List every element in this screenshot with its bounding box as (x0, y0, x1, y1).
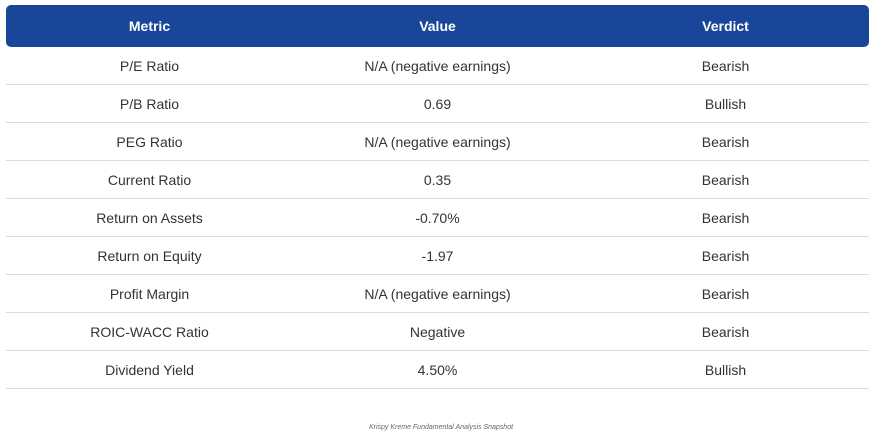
table-row: Profit Margin N/A (negative earnings) Be… (6, 275, 869, 313)
header-value: Value (293, 5, 582, 47)
metrics-table-container: Metric Value Verdict P/E Ratio N/A (nega… (6, 5, 869, 389)
table-row: Dividend Yield 4.50% Bullish (6, 351, 869, 389)
table-header-row: Metric Value Verdict (6, 5, 869, 47)
value-cell: -1.97 (293, 237, 582, 275)
value-cell: N/A (negative earnings) (293, 275, 582, 313)
verdict-cell: Bearish (582, 237, 869, 275)
verdict-cell: Bearish (582, 275, 869, 313)
metric-cell: Return on Assets (6, 199, 293, 237)
value-cell: 0.35 (293, 161, 582, 199)
verdict-cell: Bullish (582, 85, 869, 123)
table-row: Return on Equity -1.97 Bearish (6, 237, 869, 275)
metric-cell: Dividend Yield (6, 351, 293, 389)
value-cell: N/A (negative earnings) (293, 123, 582, 161)
verdict-cell: Bearish (582, 161, 869, 199)
header-verdict: Verdict (582, 5, 869, 47)
metric-cell: P/E Ratio (6, 47, 293, 85)
verdict-cell: Bearish (582, 199, 869, 237)
value-cell: Negative (293, 313, 582, 351)
metric-cell: Return on Equity (6, 237, 293, 275)
metric-cell: P/B Ratio (6, 85, 293, 123)
metrics-table: Metric Value Verdict P/E Ratio N/A (nega… (6, 5, 869, 389)
table-row: Return on Assets -0.70% Bearish (6, 199, 869, 237)
value-cell: 4.50% (293, 351, 582, 389)
value-cell: N/A (negative earnings) (293, 47, 582, 85)
value-cell: -0.70% (293, 199, 582, 237)
table-row: ROIC-WACC Ratio Negative Bearish (6, 313, 869, 351)
metric-cell: Current Ratio (6, 161, 293, 199)
verdict-cell: Bearish (582, 313, 869, 351)
table-row: P/B Ratio 0.69 Bullish (6, 85, 869, 123)
value-cell: 0.69 (293, 85, 582, 123)
metric-cell: ROIC-WACC Ratio (6, 313, 293, 351)
table-caption: Krispy Kreme Fundamental Analysis Snapsh… (368, 424, 514, 431)
table-row: PEG Ratio N/A (negative earnings) Bearis… (6, 123, 869, 161)
metric-cell: Profit Margin (6, 275, 293, 313)
table-row: P/E Ratio N/A (negative earnings) Bearis… (6, 47, 869, 85)
verdict-cell: Bearish (582, 123, 869, 161)
verdict-cell: Bearish (582, 47, 869, 85)
metric-cell: PEG Ratio (6, 123, 293, 161)
table-row: Current Ratio 0.35 Bearish (6, 161, 869, 199)
header-metric: Metric (6, 5, 293, 47)
verdict-cell: Bullish (582, 351, 869, 389)
